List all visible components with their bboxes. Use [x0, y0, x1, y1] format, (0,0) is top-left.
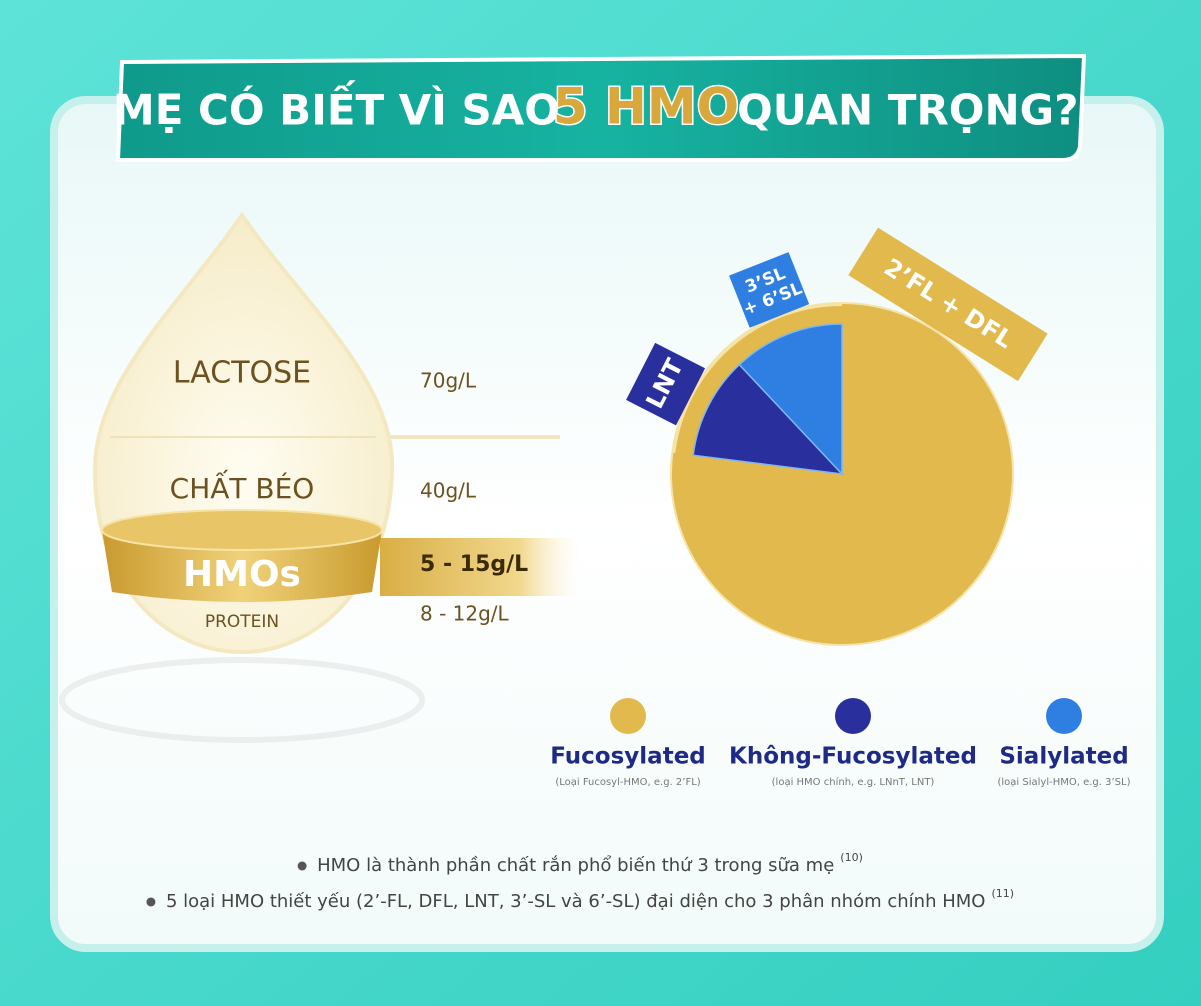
title: QUAN TRỌNG? — [737, 86, 1078, 135]
note: HMO là thành phần chất rắn phổ biến thứ … — [317, 851, 863, 876]
layer-value: 40g/L — [420, 479, 477, 503]
layer-value: 70g/L — [420, 369, 477, 393]
tab-bg — [848, 227, 1048, 382]
note-ref: (10) — [840, 851, 863, 864]
tab-bg — [729, 252, 810, 328]
legend-note: (loại HMO chính, e.g. LNnT, LNT) — [772, 776, 935, 788]
legend-note: (Loại Fucosyl-HMO, e.g. 2’FL) — [555, 777, 700, 788]
tab-bg — [626, 342, 706, 426]
layer-label: PROTEIN — [205, 612, 279, 632]
pie-slice — [738, 323, 843, 476]
bullet — [146, 897, 156, 907]
pie-slice — [692, 363, 844, 476]
bullet — [297, 861, 307, 871]
layer-label: HMOs — [183, 554, 301, 595]
layer-value: 8 - 12g/L — [420, 602, 510, 626]
title: MẸ CÓ BIẾT VÌ SAO — [113, 80, 560, 135]
legend-note: (loại Sialyl-HMO, e.g. 3’SL) — [998, 777, 1131, 788]
layer-label: LACTOSE — [173, 356, 311, 391]
legend-swatch — [1046, 698, 1082, 734]
legend-name: Fucosylated — [550, 744, 706, 770]
note-text: HMO là thành phần chất rắn phổ biến thứ … — [317, 855, 834, 876]
legend-name: Không-Fucosylated — [729, 744, 977, 770]
ripple — [59, 657, 425, 743]
slice-tab: LNT — [626, 342, 706, 426]
note: 5 loại HMO thiết yếu (2’-FL, DFL, LNT, 3… — [166, 887, 1014, 912]
layer-value: 5 - 15g/L — [420, 552, 528, 577]
hmo-layer-top — [101, 509, 383, 551]
legend-swatch — [835, 698, 871, 734]
note-text: 5 loại HMO thiết yếu (2’-FL, DFL, LNT, 3… — [166, 891, 986, 912]
legend-swatch — [610, 698, 646, 734]
note-ref: (11) — [991, 887, 1014, 900]
title-brand: 5 HMO — [553, 78, 739, 136]
hmo-bar — [380, 538, 580, 596]
legend-name: Sialylated — [999, 744, 1128, 770]
layer-label: CHẤT BÉO — [170, 468, 315, 505]
title-banner — [115, 53, 1087, 162]
